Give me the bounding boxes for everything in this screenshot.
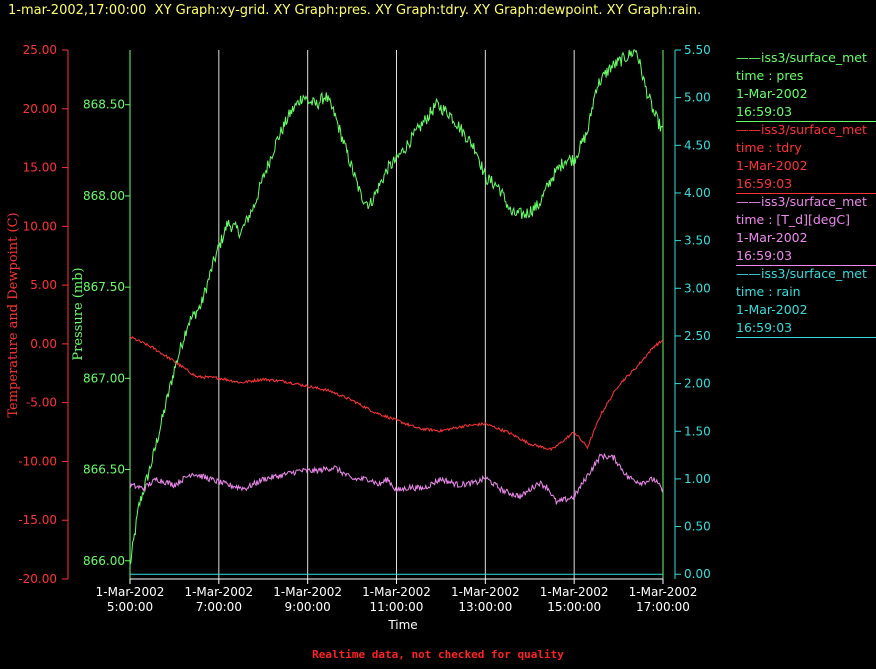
x-tick-date: 1-Mar-2002 [540, 585, 609, 599]
legend-date: 1-Mar-2002 [736, 302, 808, 317]
x-tick-date: 1-Mar-2002 [362, 585, 431, 599]
temperature-tick-label: 10.00 [23, 219, 57, 233]
pressure-tick-label: 867.00 [83, 371, 125, 385]
x-axis-label: Time [387, 618, 417, 632]
legend-source: ——iss3/surface_met [736, 266, 867, 281]
legend-time: 16:59:03 [736, 176, 793, 191]
legend-source: ——iss3/surface_met [736, 50, 867, 65]
rain-tick-label: 3.50 [684, 234, 711, 248]
rain-tick-label: 2.50 [684, 329, 711, 343]
pressure-tick-label: 868.00 [83, 189, 125, 203]
legend-date: 1-Mar-2002 [736, 230, 808, 245]
x-tick-time: 15:00:00 [547, 600, 601, 614]
legend-separator [736, 121, 876, 122]
legend-separator [736, 265, 876, 266]
axes [62, 49, 681, 584]
legend-field: time : pres [736, 68, 804, 83]
rain-tick-label: 3.00 [684, 281, 711, 295]
chart-header: 1-mar-2002,17:00:00 XY Graph:xy-grid. XY… [8, 3, 701, 18]
x-tick-time: 17:00:00 [636, 600, 690, 614]
pressure-tick-label: 868.50 [83, 98, 125, 112]
x-tick-time: 13:00:00 [458, 600, 512, 614]
tick-labels: -20.00 -15.00 -10.00 -5.00 0.00 5.00 10.00 15.0… [18, 43, 710, 614]
temperature-tick-label: 25.00 [23, 43, 57, 57]
legend-date: 1-Mar-2002 [736, 158, 808, 173]
legend-time: 16:59:03 [736, 320, 793, 335]
header-graph-list: XY Graph:xy-grid. XY Graph:pres. XY Grap… [154, 3, 702, 18]
legend-field: time : [T_d][degC] [736, 212, 851, 227]
x-tick-time: 7:00:00 [196, 600, 242, 614]
x-tick-time: 5:00:00 [107, 600, 153, 614]
vertical-grid [129, 50, 664, 579]
temperature-axis-label: Temperature and Dewpoint (C) [6, 212, 21, 417]
legend-source: ——iss3/surface_met [736, 194, 867, 209]
temperature-tick-label: 0.00 [30, 337, 57, 351]
temperature-tick-label: 20.00 [23, 102, 57, 116]
temperature-tick-label: 15.00 [23, 161, 57, 175]
series-lines [129, 49, 664, 575]
temperature-tick-label: -15.00 [18, 513, 57, 527]
rain-tick-label: 0.50 [684, 520, 711, 534]
rain-tick-label: 4.00 [684, 186, 711, 200]
quality-note: Realtime data, not checked for quality [312, 648, 564, 661]
x-tick-time: 11:00:00 [370, 600, 424, 614]
series-line-time-t-d-degc- [129, 453, 664, 505]
legend-time: 16:59:03 [736, 104, 793, 119]
rain-tick-label: 2.00 [684, 377, 711, 391]
temperature-tick-label: -20.00 [18, 572, 57, 586]
x-tick-date: 1-Mar-2002 [96, 585, 165, 599]
rain-tick-label: 1.00 [684, 472, 711, 486]
legend-separator [736, 193, 876, 194]
rain-tick-label: 4.50 [684, 138, 711, 152]
series-line-time-tdry [129, 335, 664, 452]
temperature-tick-label: 5.00 [30, 278, 57, 292]
legend-time: 16:59:03 [736, 248, 793, 263]
legend-field: time : tdry [736, 140, 802, 155]
pressure-tick-label: 866.00 [83, 554, 125, 568]
temperature-tick-label: -10.00 [18, 454, 57, 468]
legend-separator [736, 337, 876, 338]
header-timestamp: 1-mar-2002,17:00:00 [8, 3, 147, 18]
pressure-tick-label: 867.50 [83, 280, 125, 294]
pressure-axis-label: Pressure (mb) [71, 267, 86, 360]
series-line-time-pres [129, 49, 664, 565]
rain-tick-label: 5.50 [684, 43, 711, 57]
legend-date: 1-Mar-2002 [736, 86, 808, 101]
rain-tick-label: 5.00 [684, 91, 711, 105]
x-tick-date: 1-Mar-2002 [184, 585, 253, 599]
pressure-tick-label: 866.50 [83, 463, 125, 477]
legend-field: time : rain [736, 284, 801, 299]
x-tick-date: 1-Mar-2002 [451, 585, 520, 599]
x-tick-date: 1-Mar-2002 [273, 585, 342, 599]
temperature-tick-label: -5.00 [26, 396, 57, 410]
x-tick-date: 1-Mar-2002 [629, 585, 698, 599]
rain-tick-label: 0.00 [684, 567, 711, 581]
legend-source: ——iss3/surface_met [736, 122, 867, 137]
rain-tick-label: 1.50 [684, 424, 711, 438]
x-tick-time: 9:00:00 [285, 600, 331, 614]
